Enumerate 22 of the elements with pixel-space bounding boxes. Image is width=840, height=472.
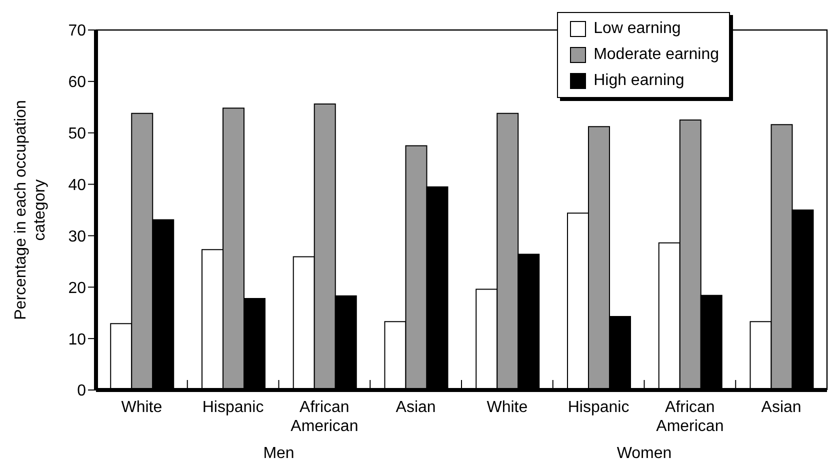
x-tick-label: Asian <box>761 399 802 416</box>
y-tick-label: 60 <box>68 74 86 92</box>
legend-label: Moderate earning <box>594 46 719 64</box>
x-tick-label: Hispanic <box>568 399 630 416</box>
x-tick-label: White <box>486 399 528 416</box>
y-tick-label: 20 <box>68 280 86 297</box>
y-tick-label: 30 <box>68 228 86 246</box>
legend-label: Low earning <box>594 20 681 38</box>
y-axis-title: Percentage in each occupation category <box>12 100 48 320</box>
x-tick-label: White <box>121 399 162 416</box>
y-tick-label: 40 <box>68 176 86 194</box>
y-tick-label: 0 <box>77 382 86 400</box>
text: Men <box>263 445 294 462</box>
x-tick-label: Hispanic <box>202 399 264 416</box>
x-tick-label: African American <box>290 399 358 435</box>
legend-label: High earning <box>594 72 684 90</box>
y-tick-label: 50 <box>68 126 86 143</box>
x-tick-label: African American <box>656 399 724 435</box>
y-tick-label: 70 <box>68 22 86 40</box>
y-tick-label: 10 <box>68 331 86 348</box>
x-tick-label: Asian <box>396 399 436 416</box>
text: Women <box>616 445 672 462</box>
